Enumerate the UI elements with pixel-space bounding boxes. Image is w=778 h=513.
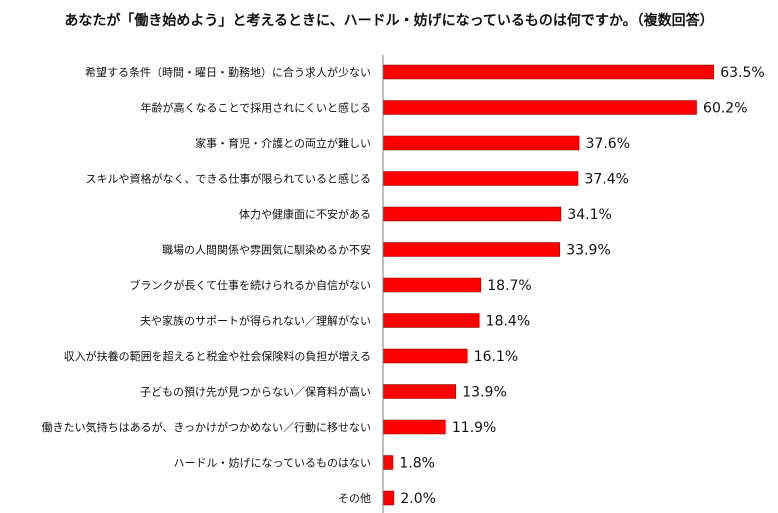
bar-11	[383, 419, 446, 435]
bar-3	[383, 135, 580, 151]
value-label-1: 63.5%	[720, 65, 764, 81]
bar-9	[383, 348, 468, 364]
category-label-13: その他	[338, 492, 371, 505]
bar-4	[383, 171, 579, 186]
category-label-8: 夫や家族のサポートが得られない／理解がない	[140, 314, 371, 328]
bar-12	[383, 455, 394, 470]
category-label-12: ハードル・妨げになっているものはない	[174, 456, 371, 470]
value-label-10: 13.9%	[462, 385, 506, 401]
category-label-9: 収入が扶養の範囲を超えると税金や社会保険料の負担が増える	[64, 349, 371, 363]
value-label-8: 18.4%	[486, 314, 530, 330]
bar-2	[383, 100, 697, 115]
labels-layer: 希望する条件（時間・曜日・勤務地）に合う求人が少ない 63.5% 年齢が高くなること…	[42, 65, 765, 507]
value-label-3: 37.6%	[586, 136, 630, 152]
value-label-11: 11.9%	[452, 420, 496, 436]
value-label-12: 1.8%	[399, 456, 435, 472]
category-label-6: 職場の人間関係や雰囲気に馴染めるか不安	[162, 243, 371, 257]
category-label-1: 希望する条件（時間・曜日・勤務地）に合う求人が少ない	[85, 65, 371, 79]
bar-1	[383, 64, 714, 80]
category-label-3: 家事・育児・介護との両立が難しい	[195, 136, 371, 150]
category-label-4: スキルや資格がなく、できる仕事が限られていると感じる	[86, 172, 371, 186]
category-label-5: 体力や健康面に不安がある	[239, 207, 371, 221]
chart-title: あなたが「働き始めよう」と考えるときに、ハードル・妨げになっているものは何ですか…	[64, 13, 714, 29]
bar-8	[383, 313, 480, 328]
bar-10	[383, 384, 457, 399]
category-label-2: 年齢が高くなることで採用されにくいと感じる	[141, 101, 371, 115]
bar-5	[383, 206, 562, 222]
value-label-6: 33.9%	[566, 243, 610, 259]
bar-6	[383, 242, 561, 257]
value-label-7: 18.7%	[487, 278, 531, 294]
value-label-5: 34.1%	[567, 207, 611, 223]
category-label-7: ブランクが長くて仕事を続けられるか自信がない	[129, 278, 371, 292]
bar-7	[383, 277, 481, 293]
value-label-2: 60.2%	[703, 101, 747, 117]
category-label-10: 子どもの預け先が見つからない／保育料が高い	[140, 385, 371, 399]
value-label-13: 2.0%	[400, 491, 436, 507]
category-label-11: 働きたい気持ちはあるが、きっかけがつかめない／行動に移せない	[42, 420, 371, 434]
value-label-4: 37.4%	[584, 172, 628, 188]
bars-layer	[383, 64, 714, 506]
bar-13	[383, 490, 395, 506]
value-label-9: 16.1%	[474, 349, 518, 365]
